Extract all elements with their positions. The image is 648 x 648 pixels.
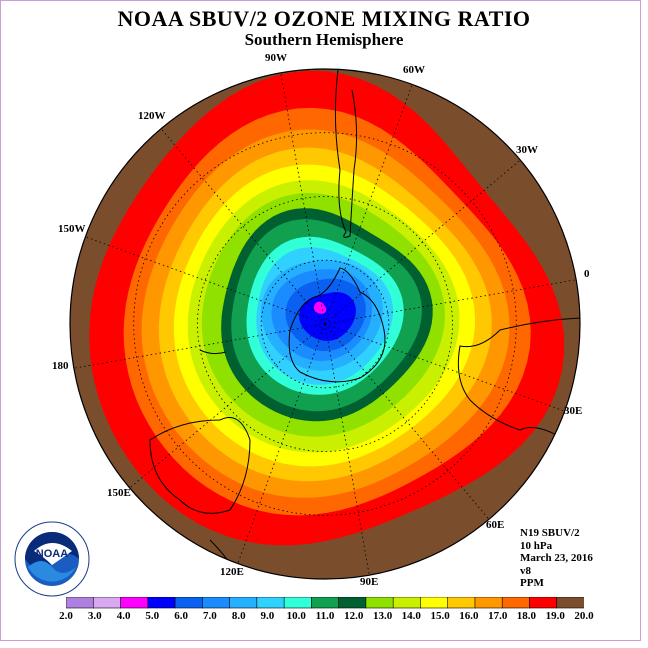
colorbar-swatch bbox=[501, 597, 531, 609]
longitude-label: 30W bbox=[516, 144, 538, 156]
south-america-coast bbox=[334, 69, 358, 238]
longitude-label: 180 bbox=[52, 360, 69, 372]
longitude-label: 30E bbox=[564, 405, 583, 417]
band-5 bbox=[299, 292, 356, 341]
australia-coast bbox=[149, 417, 251, 514]
meridian-line bbox=[280, 72, 326, 325]
meridian-line bbox=[324, 159, 521, 325]
colorbar-tick-label: 13.0 bbox=[372, 610, 393, 622]
colorbar-swatch bbox=[256, 597, 285, 609]
map-title: NOAA SBUV/2 OZONE MIXING RATIO bbox=[117, 6, 531, 31]
colorbar-tick-label: 6.0 bbox=[174, 610, 188, 622]
graticule bbox=[73, 72, 577, 576]
longitude-label: 60E bbox=[486, 519, 505, 531]
map-boundary bbox=[69, 68, 581, 580]
colorbar-tick-label: 2.0 bbox=[59, 610, 73, 622]
colorbar-swatch bbox=[474, 597, 503, 609]
colorbar-tick-label: 11.0 bbox=[315, 610, 335, 622]
latitude-circle bbox=[133, 132, 517, 516]
meridian-line bbox=[237, 323, 326, 564]
colorbar-tick-label: 8.0 bbox=[231, 610, 246, 622]
meridian-line bbox=[73, 323, 326, 369]
antarctica-coast bbox=[288, 267, 386, 383]
colorbar-tick-label: 20.0 bbox=[574, 610, 594, 622]
longitude-label: 120W bbox=[138, 110, 166, 122]
meridian-line bbox=[324, 279, 577, 325]
longitude-label: 0 bbox=[584, 268, 590, 280]
meridian-line bbox=[85, 236, 326, 325]
page-frame bbox=[0, 0, 641, 641]
colorbar-swatch bbox=[392, 597, 422, 609]
longitude-label: 150W bbox=[58, 223, 86, 235]
noaa-logo: NOAA bbox=[14, 521, 90, 597]
colorbar-tick-label: 5.0 bbox=[145, 610, 160, 622]
colorbar-tick-label: 19.0 bbox=[545, 610, 565, 622]
colorbar-tick-label: 14.0 bbox=[401, 610, 421, 622]
latitude-circle bbox=[197, 196, 453, 452]
colorbar-swatch bbox=[447, 597, 476, 609]
colorbar-swatch bbox=[147, 597, 176, 609]
meridian-line bbox=[324, 323, 490, 520]
meridian-line bbox=[324, 84, 413, 325]
meridian-line bbox=[129, 323, 326, 489]
colorbar-tick-label: 17.0 bbox=[488, 610, 508, 622]
colorbar bbox=[66, 597, 584, 609]
outer-band-patch bbox=[350, 520, 470, 579]
colorbar-swatch bbox=[202, 597, 231, 609]
colorbar-swatch bbox=[120, 597, 149, 609]
colorbar-swatch bbox=[66, 597, 94, 609]
data-info-block: N19 SBUV/2 10 hPa March 23, 2016 v8 PPM bbox=[520, 527, 593, 590]
colorbar-tick-label: 15.0 bbox=[430, 610, 450, 622]
colorbar-swatch bbox=[529, 597, 558, 609]
map-subtitle: Southern Hemisphere bbox=[244, 30, 404, 49]
units-label: PPM bbox=[520, 577, 544, 589]
longitude-label: 150E bbox=[107, 487, 131, 499]
colorbar-swatch bbox=[338, 597, 367, 609]
meridian-line bbox=[324, 323, 565, 412]
colorbar-tick-label: 9.0 bbox=[260, 610, 275, 622]
logo-wordmark: NOAA bbox=[36, 548, 68, 560]
satellite-label: N19 SBUV/2 bbox=[520, 527, 580, 539]
longitude-label: 120E bbox=[220, 566, 244, 578]
date-label: March 23, 2016 bbox=[520, 552, 593, 564]
longitude-label: 90E bbox=[360, 576, 379, 588]
colorbar-swatch bbox=[283, 597, 312, 609]
colorbar-swatch bbox=[311, 597, 340, 609]
colorbar-swatch bbox=[92, 597, 122, 609]
colorbar-tick-label: 3.0 bbox=[87, 610, 102, 622]
colorbar-swatch bbox=[229, 597, 258, 609]
longitude-label: 90W bbox=[265, 52, 287, 64]
colorbar-tick-label: 10.0 bbox=[286, 610, 306, 622]
pressure-label: 10 hPa bbox=[520, 539, 553, 552]
ross-island-coast bbox=[199, 349, 227, 355]
polar-ozone-map bbox=[69, 68, 581, 580]
colorbar-tick-label: 7.0 bbox=[203, 610, 217, 622]
colorbar-tick-label: 4.0 bbox=[116, 610, 131, 622]
colorbar-swatch bbox=[556, 597, 584, 609]
colorbar-tick-label: 16.0 bbox=[459, 610, 479, 622]
colorbar-tick-label: 12.0 bbox=[344, 610, 364, 622]
colorbar-swatch bbox=[420, 597, 449, 609]
colorbar-swatch bbox=[365, 597, 394, 609]
version-label: v8 bbox=[520, 564, 531, 577]
meridian-line bbox=[160, 128, 326, 325]
meridian-line bbox=[324, 323, 370, 576]
colorbar-tick-label: 18.0 bbox=[516, 610, 537, 622]
band-4 bbox=[314, 301, 327, 314]
longitude-label: 60W bbox=[403, 64, 425, 76]
latitude-circle bbox=[260, 259, 390, 389]
ozone-contours bbox=[70, 69, 580, 579]
colorbar-swatch bbox=[174, 597, 203, 609]
